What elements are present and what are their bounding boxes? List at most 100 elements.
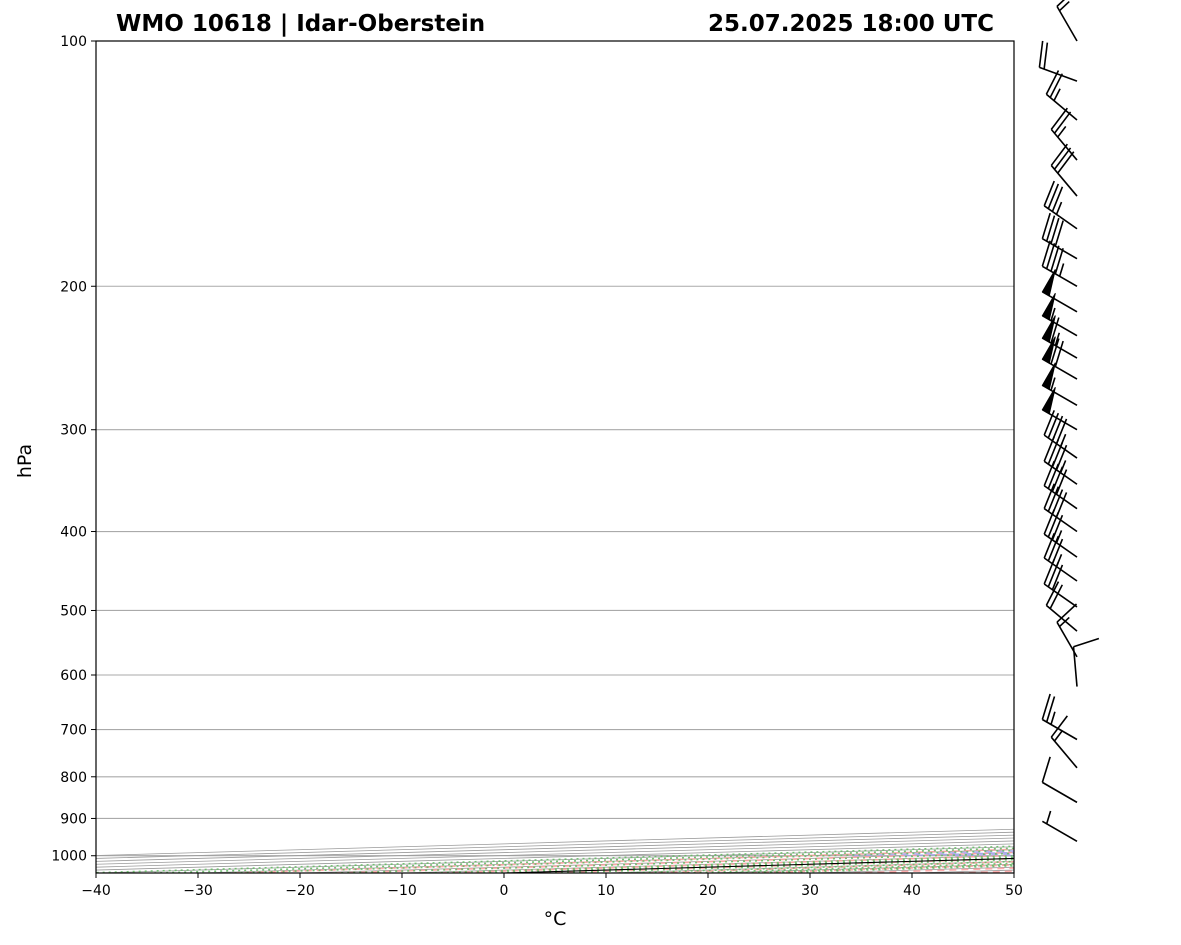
moist-adiabat (1108, 41, 1181, 856)
wind-barb-feather (1039, 41, 1042, 67)
wind-barb-feather (1048, 439, 1058, 464)
mixing-ratio-line (154, 675, 1181, 873)
mixing-ratio-line (335, 675, 1181, 873)
chart-datetime: 25.07.2025 18:00 UTC (708, 11, 994, 37)
wind-barb-feather (1052, 515, 1062, 540)
wind-barb (1042, 241, 1077, 287)
wind-barb (1074, 638, 1099, 686)
wind-barb-feather (1048, 184, 1058, 209)
wind-barb (1051, 716, 1077, 768)
x-tick-label: −30 (183, 883, 213, 899)
wind-barb-feather (1044, 559, 1054, 584)
x-tick-label: 50 (1005, 883, 1023, 899)
wind-barb (1039, 41, 1077, 81)
wind-barb (1042, 811, 1077, 841)
wind-barb (1042, 694, 1077, 740)
isotherm (300, 41, 1181, 873)
y-tick-label: 300 (60, 423, 87, 439)
isotherm (810, 41, 1181, 873)
isotherm (96, 41, 1181, 873)
wind-barb-feather (1074, 638, 1099, 646)
isotherm (0, 41, 1181, 873)
dry-adiabat (336, 41, 1181, 873)
wind-barb-feather (1044, 43, 1047, 69)
isotherm (1014, 41, 1181, 873)
plot-frame (96, 41, 1014, 873)
y-tick-label: 100 (60, 34, 87, 50)
wind-barb-half-feather (1057, 530, 1062, 542)
isotherm (0, 41, 1181, 873)
moist-adiabat (904, 41, 1181, 856)
wind-barb-half-feather (1060, 264, 1064, 277)
moist-adiabat (1006, 41, 1181, 856)
wind-barb (1042, 337, 1077, 380)
mixing-ratio-line (728, 675, 1181, 873)
y-axis-label: hPa (14, 444, 36, 478)
wind-barb-staff (1057, 6, 1077, 41)
wind-barb-feather (1042, 757, 1050, 783)
dry-adiabat (750, 41, 1181, 873)
wind-barb-feather (1050, 585, 1062, 609)
wind-barb (1042, 757, 1077, 803)
wind-barb-feather (1044, 509, 1054, 534)
isotherm (0, 41, 1181, 873)
y-tick-label: 1000 (51, 849, 87, 865)
dry-adiabat (853, 41, 1181, 873)
x-tick-label: 10 (597, 883, 615, 899)
chart-title: WMO 10618 | Idar-Oberstein (116, 11, 485, 37)
wind-barb-feather (1052, 187, 1062, 212)
isotherm (708, 41, 1181, 873)
x-tick-label: 20 (699, 883, 717, 899)
dry-adiabat (1060, 41, 1181, 873)
wind-barb-half-feather (1047, 811, 1051, 824)
wind-barb (1051, 144, 1077, 196)
y-tick-label: 900 (60, 811, 87, 827)
y-tick-label: 500 (60, 603, 87, 619)
dry-adiabat (233, 41, 1181, 873)
y-tick-label: 700 (60, 723, 87, 739)
wind-barb-flag (1042, 269, 1055, 296)
isotherm (504, 41, 1181, 873)
wind-barb-staff (1042, 821, 1077, 841)
isotherm (0, 41, 1181, 873)
moist-adiabat (1057, 41, 1181, 856)
mixing-ratio-line (229, 675, 1181, 873)
dry-adiabat (647, 41, 1181, 873)
dry-adiabat (543, 41, 1181, 873)
wind-barb-feather (1050, 74, 1062, 98)
wind-barb-half-feather (1051, 712, 1055, 725)
isotherm (198, 41, 1181, 873)
y-tick-label: 200 (60, 279, 87, 295)
wind-barb (1046, 70, 1077, 119)
dry-adiabat (1164, 41, 1181, 873)
wind-barb-flag (1042, 387, 1055, 414)
x-tick-label: 30 (801, 883, 819, 899)
wind-barb (1044, 484, 1077, 532)
wind-barb (1044, 509, 1077, 557)
isotherm (606, 41, 1181, 873)
y-tick-label: 400 (60, 525, 87, 541)
wind-barb-feather (1044, 181, 1054, 206)
x-tick-label: −10 (387, 883, 417, 899)
wind-barb (1044, 461, 1077, 509)
wind-barb-flag (1042, 363, 1055, 390)
wind-barb-feather (1046, 70, 1058, 94)
wind-barb-feather (1048, 512, 1058, 537)
moist-adiabat (1159, 41, 1181, 856)
dry-adiabat (957, 41, 1181, 873)
y-tick-label: 600 (60, 668, 87, 684)
isotherm (0, 41, 1181, 873)
mixing-ratio-line (619, 675, 1181, 873)
y-tick-label: 800 (60, 770, 87, 786)
isotherm (1116, 41, 1181, 873)
wind-barb (1044, 181, 1077, 229)
wind-barb-half-feather (1057, 202, 1062, 214)
x-tick-label: 0 (500, 883, 509, 899)
wind-barb-flag (1042, 293, 1055, 320)
x-axis-label: °C (544, 908, 567, 930)
wind-barb-half-feather (1054, 89, 1060, 101)
wind-barb-feather (1044, 437, 1054, 462)
moist-adiabat (853, 41, 1181, 856)
wind-barb-staff (1042, 782, 1077, 802)
dry-adiabat (440, 41, 1181, 873)
